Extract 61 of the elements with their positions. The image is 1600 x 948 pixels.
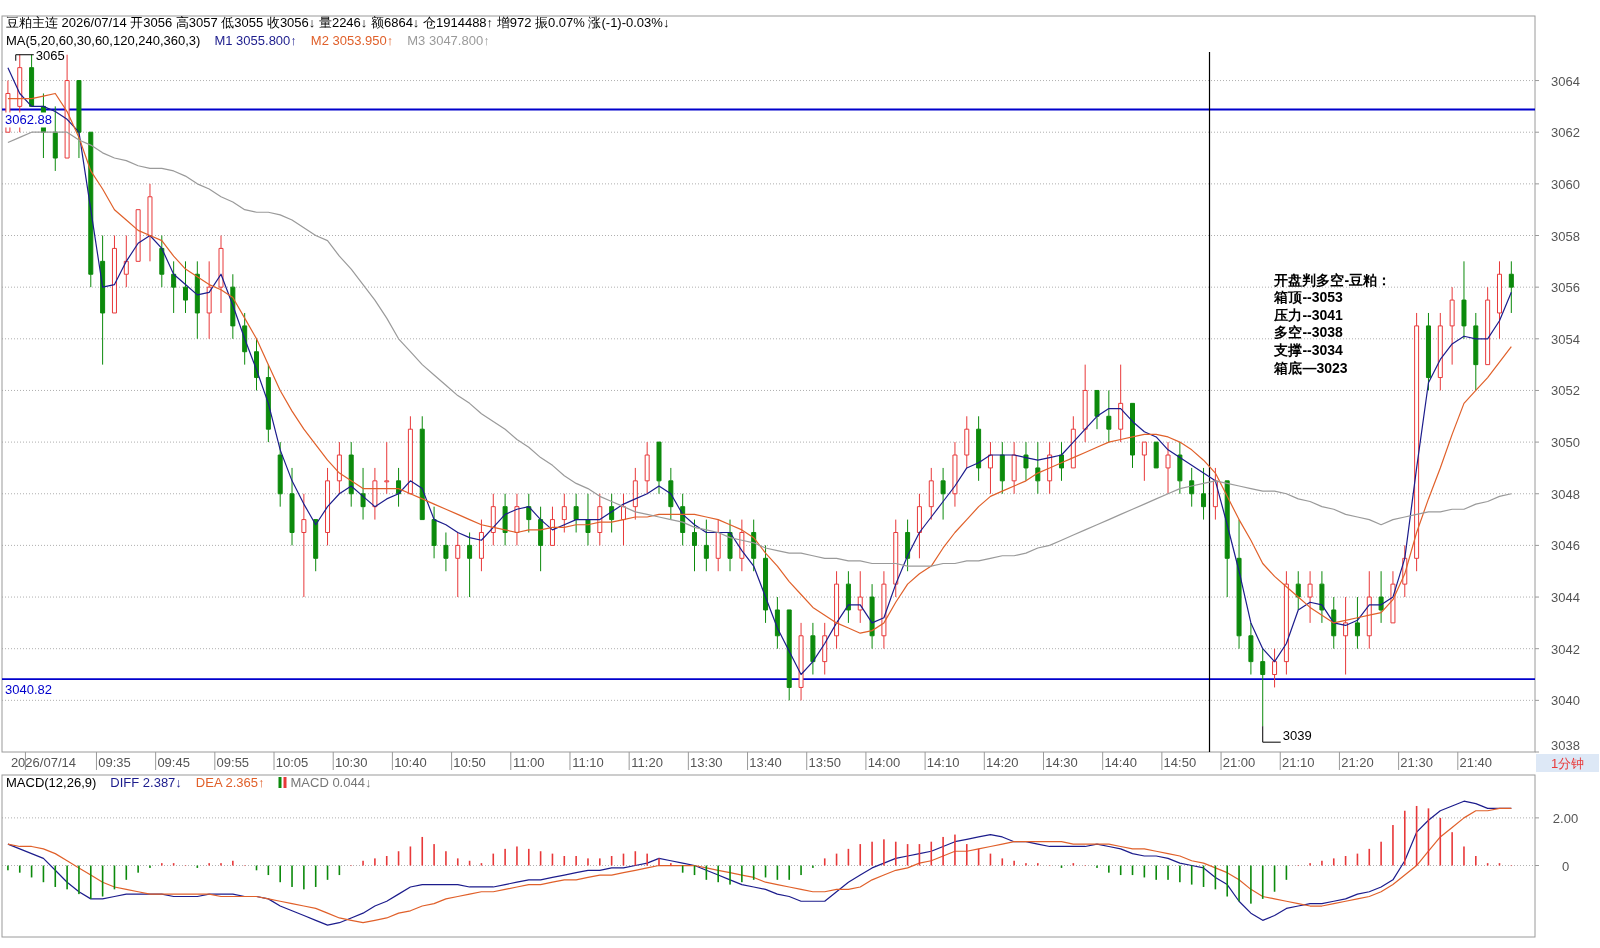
annotation: 开盘判多空-豆粕： [1273, 271, 1392, 288]
x-tick-label: 11:10 [572, 755, 604, 770]
annotation: 箱底—3023 [1273, 359, 1348, 376]
y-tick-label: 3064 [1551, 73, 1580, 89]
text: 1分钟 [1550, 756, 1585, 771]
y-tick-label: 2.00 [1552, 810, 1579, 826]
x-tick-label: 10:40 [394, 755, 427, 770]
x-tick-label: 13:40 [749, 755, 782, 770]
y-tick-label: 3062 [1551, 125, 1580, 141]
x-tick-label: 21:10 [1281, 755, 1315, 770]
y-tick-label: 3038 [1551, 738, 1580, 753]
x-tick-label: 21:40 [1459, 755, 1493, 770]
y-tick-label: 3046 [1551, 538, 1580, 554]
x-tick-label: 09:35 [98, 755, 131, 770]
x-tick-label: 14:20 [986, 755, 1019, 770]
x-tick-label: 2026/07/14 [10, 755, 76, 770]
chart-title: 豆粕主连 2026/07/14 开3056 高3057 低3055 收3056↓ 量2246↓ 额6864↓ 仓1914488↑ 增972 振0.07% 涨(-1)-0.03%↓ [6, 15, 670, 30]
x-tick-label: 14:10 [926, 755, 960, 770]
y-tick-label: 3044 [1551, 590, 1580, 606]
ref-line-label: 3062.88 [5, 112, 52, 128]
text: DIFF 2.387↓ [110, 775, 182, 790]
text: M2 3053.950↑ [310, 33, 394, 48]
x-tick-label: 21:00 [1222, 755, 1256, 770]
y-tick-label: 3048 [1551, 486, 1580, 502]
y-tick-label: 3054 [1551, 331, 1580, 347]
text: DEA 2.365↑ [195, 775, 265, 790]
x-tick-label: 13:50 [808, 755, 841, 770]
annotation: 支撑--3034 [1273, 342, 1344, 359]
annotation: 3039 [1282, 728, 1312, 744]
x-tick-label: 14:30 [1045, 755, 1078, 770]
annotation: 3065 [35, 47, 65, 63]
y-tick-label: 3058 [1551, 228, 1580, 244]
y-tick-label: 3060 [1551, 176, 1580, 192]
x-tick-label: 14:00 [867, 755, 901, 770]
x-tick-label: 11:20 [631, 755, 663, 770]
annotation: 多空--3038 [1274, 324, 1344, 341]
annotation: 压力--3041 [1273, 306, 1344, 323]
y-tick-label: 0 [1561, 858, 1570, 874]
legend-label: MACD 0.044↓ [290, 775, 372, 790]
y-tick-label: 3052 [1551, 383, 1580, 399]
legend-title: MA(5,20,60,30,60,120,240,360,3) [6, 33, 201, 48]
y-tick-label: 3056 [1551, 280, 1580, 296]
x-tick-label: 11:00 [512, 755, 545, 770]
x-tick-label: 14:50 [1163, 755, 1197, 770]
x-tick-label: 14:40 [1104, 755, 1137, 770]
x-tick-label: 21:30 [1400, 755, 1433, 770]
x-tick-label: 10:30 [334, 755, 368, 770]
x-tick-label: 09:45 [157, 755, 190, 770]
legend-title: MACD(12,26,9) [6, 775, 97, 790]
text: M3 3047.800↑ [407, 33, 490, 48]
x-tick-label: 13:30 [690, 755, 723, 770]
x-tick-label: 10:05 [275, 755, 309, 770]
y-tick-label: 3050 [1551, 435, 1580, 451]
x-tick-label: 10:50 [453, 755, 486, 770]
ref-line-label: 3040.82 [5, 682, 52, 698]
x-tick-label: 09:55 [216, 755, 250, 770]
y-tick-label: 3042 [1551, 641, 1580, 657]
text: M1 3055.800↑ [214, 33, 297, 48]
y-tick-label: 3040 [1551, 693, 1580, 709]
annotation: 箱顶--3053 [1273, 289, 1344, 306]
x-tick-label: 21:20 [1341, 755, 1374, 770]
